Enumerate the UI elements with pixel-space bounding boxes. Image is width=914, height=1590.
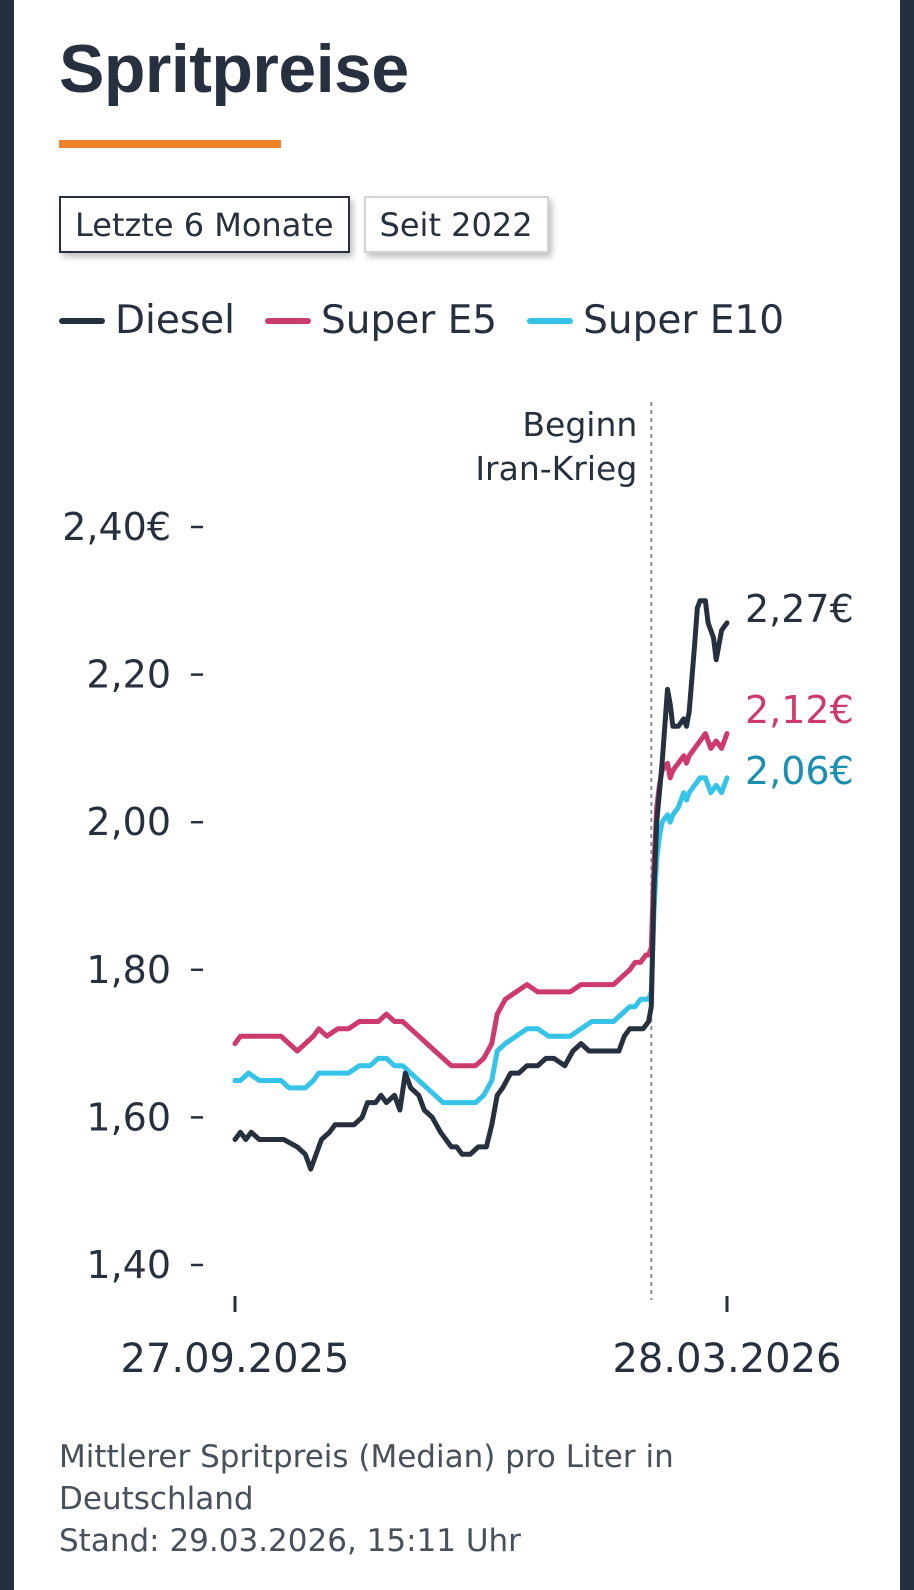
y-tick-label: 1,40 [86,1243,171,1287]
y-tick-label: 1,60 [86,1095,171,1139]
page-title: Spritpreise [59,31,409,107]
legend-swatch-super-e10 [527,317,574,324]
tab-since-2022[interactable]: Seit 2022 [363,196,549,253]
legend-label-diesel: Diesel [115,298,236,343]
x-tick-label: 28.03.2026 [612,1336,841,1382]
annotation-label: Beginn [522,405,637,444]
legend-label-super-e5: Super E5 [321,298,498,343]
price-line-chart: 2,40€ 2,20 2,00 1,80 1,60 1,40 27.09.2025 28.03… [62,402,854,1382]
legend: Diesel Super E5 Super E10 [59,298,784,343]
series-line-diesel [232,598,730,1172]
y-tick-label: 2,00 [86,800,171,844]
footer-line-1: Mittlerer Spritpreis (Median) pro Liter … [59,1439,674,1475]
legend-label-super-e10: Super E10 [583,298,785,343]
tab-last-6-months[interactable]: Letzte 6 Monate [59,196,350,253]
end-value-label-e5: 2,12€ [745,688,854,732]
footer-note: Mittlerer Spritpreis (Median) pro Liter … [59,1436,859,1562]
end-value-label-diesel: 2,27€ [745,587,854,631]
footer-line-3: Stand: 29.03.2026, 15:11 Uhr [59,1523,521,1559]
series-line-e5 [232,731,730,1069]
y-tick-label: 1,80 [86,948,171,992]
y-tick-label: 2,40€ [62,505,171,549]
legend-swatch-diesel [59,317,105,324]
legend-item-diesel: Diesel [59,298,235,343]
end-value-label-e10: 2,06€ [745,749,854,793]
annotation-label: Iran-Krieg [475,449,637,488]
footer-line-2: Deutschland [59,1481,254,1517]
chart-card: Spritpreise Letzte 6 Monate Seit 2022 Di… [14,0,900,1590]
y-tick-label: 2,20 [86,653,171,697]
legend-swatch-super-e5 [265,317,312,324]
title-underline [59,140,281,148]
range-tabs: Letzte 6 Monate Seit 2022 [59,196,549,253]
legend-item-super-e5: Super E5 [265,298,497,343]
series-line-e10 [232,775,730,1106]
legend-item-super-e10: Super E10 [527,298,784,343]
x-tick-label: 27.09.2025 [120,1336,349,1382]
